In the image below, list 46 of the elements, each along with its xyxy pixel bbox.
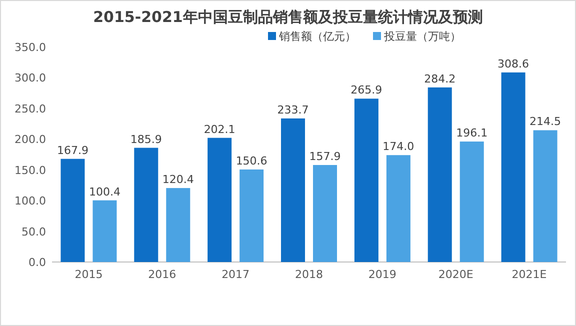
x-tick-label: 2015 — [74, 268, 103, 281]
x-tick-label: 2018 — [295, 268, 323, 281]
y-tick-label: 250.0 — [14, 102, 46, 116]
y-tick-label: 300.0 — [14, 72, 46, 85]
data-label: 100.4 — [88, 185, 120, 198]
y-tick-label: 100.0 — [14, 194, 46, 208]
legend-label: 销售额（亿元） — [278, 30, 356, 43]
y-tick-label: 200.0 — [14, 133, 46, 146]
bar — [60, 158, 85, 262]
bar — [386, 155, 410, 262]
bar — [208, 138, 232, 262]
bar — [281, 118, 305, 262]
data-label: 308.6 — [498, 57, 530, 70]
bar — [313, 165, 337, 262]
y-tick-label: 350.0 — [14, 41, 46, 54]
y-tick-label: 50.0 — [22, 225, 46, 238]
bar — [501, 72, 526, 262]
data-label: 202.1 — [204, 122, 236, 136]
x-tick-label: 2020E — [438, 268, 474, 281]
data-label: 233.7 — [277, 103, 309, 116]
x-tick-label: 2019 — [368, 268, 396, 281]
x-tick-label: 2021E — [512, 268, 547, 281]
data-label: 167.9 — [56, 144, 88, 157]
data-label: 174.0 — [382, 140, 414, 154]
data-label: 185.9 — [130, 132, 162, 146]
data-label: 157.9 — [309, 150, 341, 164]
data-label: 196.1 — [456, 126, 488, 140]
data-label: 265.9 — [350, 84, 382, 97]
bar — [460, 142, 484, 262]
legend-label: 投豆量（万吨） — [383, 30, 461, 43]
data-label: 284.2 — [424, 72, 456, 86]
chart-title: 2015-2021年中国豆制品销售额及投豆量统计情况及预测 — [93, 8, 483, 26]
bar — [240, 169, 264, 262]
data-label: 120.4 — [162, 173, 194, 186]
y-tick-label: 150.0 — [14, 164, 46, 177]
data-label: 150.6 — [236, 154, 268, 168]
x-tick-label: 2017 — [222, 268, 250, 281]
bar — [533, 130, 558, 262]
bar — [92, 200, 117, 262]
x-tick-label: 2016 — [148, 268, 176, 281]
bar — [354, 98, 378, 262]
bar — [134, 148, 158, 262]
y-tick-label: 0.0 — [28, 256, 46, 269]
data-label: 214.5 — [530, 115, 562, 128]
bar — [428, 87, 452, 262]
bar — [166, 188, 190, 262]
